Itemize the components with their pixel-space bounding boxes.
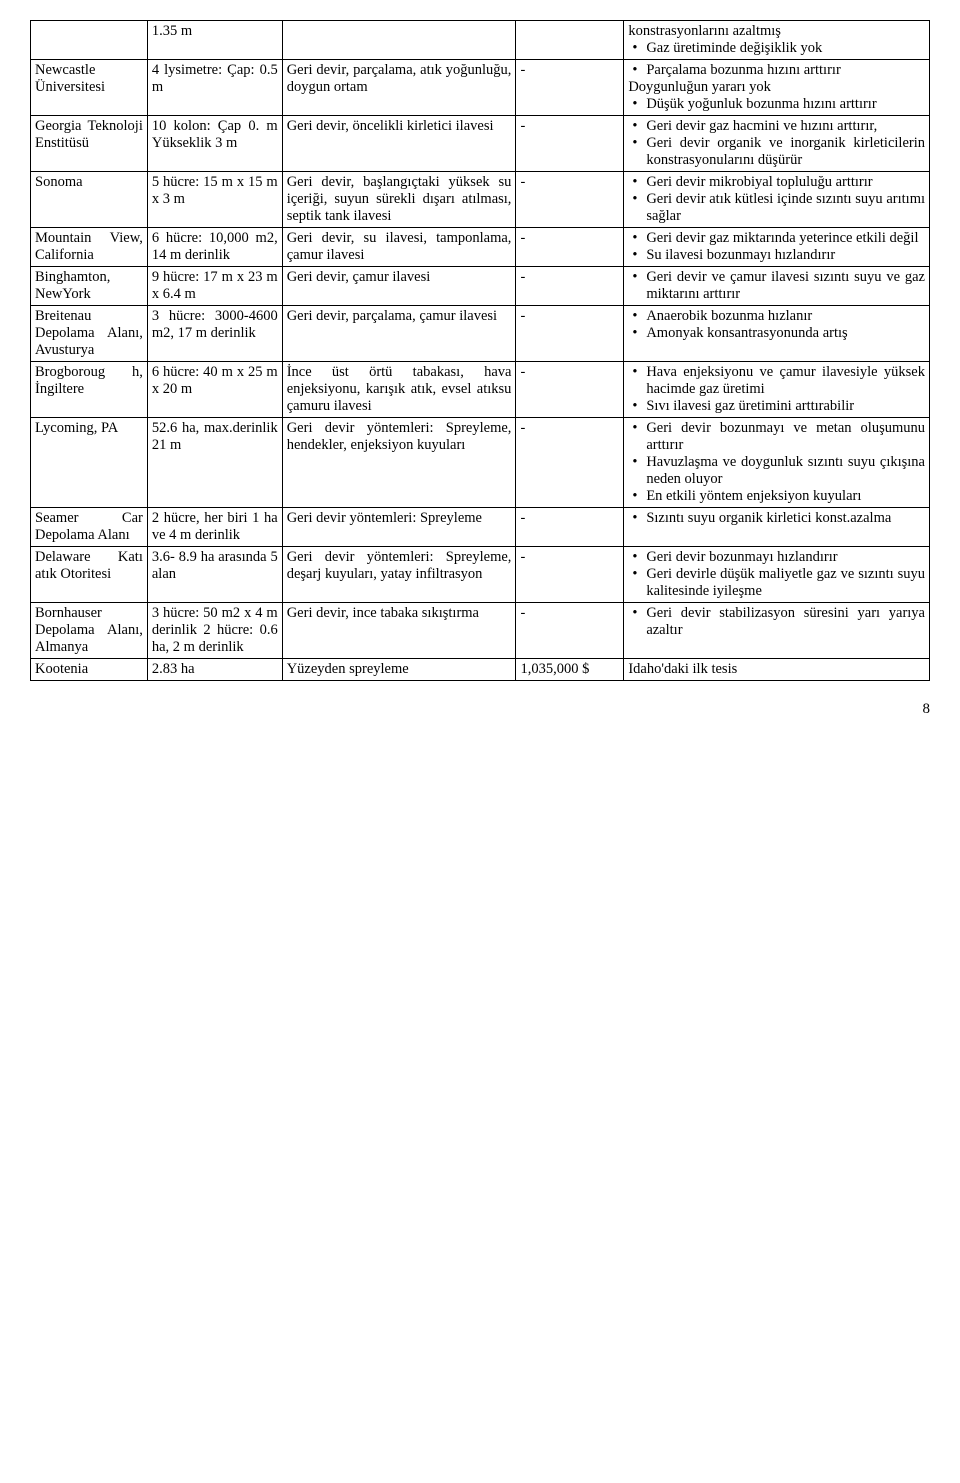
table-row: Delaware Katı atık Otoritesi3.6- 8.9 ha … <box>31 547 930 603</box>
table-cell: Anaerobik bozunma hızlanırAmonyak konsan… <box>624 306 930 362</box>
table-row: Mountain View, California6 hücre: 10,000… <box>31 228 930 267</box>
table-cell: - <box>516 172 624 228</box>
table-cell: Geri devir yöntemleri: Spreyleme, hendek… <box>282 418 516 508</box>
table-cell: Geri devir, çamur ilavesi <box>282 267 516 306</box>
table-cell: Seamer Car Depolama Alanı <box>31 508 148 547</box>
table-row: Breitenau Depolama Alanı, Avusturya3 hüc… <box>31 306 930 362</box>
table-row: Brogboroug h, İngiltere6 hücre: 40 m x 2… <box>31 362 930 418</box>
table-cell: - <box>516 508 624 547</box>
table-cell: - <box>516 116 624 172</box>
table-cell: Geri devir gaz hacmini ve hızını arttırı… <box>624 116 930 172</box>
table-cell: Geri devir, parçalama, çamur ilavesi <box>282 306 516 362</box>
table-row: Binghamton, NewYork9 hücre: 17 m x 23 m … <box>31 267 930 306</box>
table-row: Georgia Teknoloji Enstitüsü10 kolon: Çap… <box>31 116 930 172</box>
table-cell: Geri devir mikrobiyal topluluğu arttırır… <box>624 172 930 228</box>
table-cell: Geri devir stabilizasyon süresini yarı y… <box>624 603 930 659</box>
table-cell: Geri devir yöntemleri: Spreyleme <box>282 508 516 547</box>
table-cell: Geri devir yöntemleri: Spreyleme, deşarj… <box>282 547 516 603</box>
table-row: Sonoma5 hücre: 15 m x 15 m x 3 mGeri dev… <box>31 172 930 228</box>
table-cell: - <box>516 228 624 267</box>
table-cell: Geri devir, ince tabaka sıkıştırma <box>282 603 516 659</box>
table-cell: 3 hücre: 50 m2 x 4 m derinlik 2 hücre: 0… <box>147 603 282 659</box>
table-cell: Yüzeyden spreyleme <box>282 659 516 681</box>
table-cell: 4 lysimetre: Çap: 0.5 m <box>147 60 282 116</box>
table-cell: 2 hücre, her biri 1 ha ve 4 m derinlik <box>147 508 282 547</box>
table-cell: 9 hücre: 17 m x 23 m x 6.4 m <box>147 267 282 306</box>
table-cell: Newcastle Üniversitesi <box>31 60 148 116</box>
table-row: 1.35 m konstrasyonlarını azaltmışGaz üret… <box>31 21 930 60</box>
table-cell <box>282 21 516 60</box>
table-row: Kootenia2.83 haYüzeyden spreyleme1,035,0… <box>31 659 930 681</box>
table-cell: Geri devir bozunmayı hızlandırırGeri dev… <box>624 547 930 603</box>
table-cell: - <box>516 547 624 603</box>
table-row: Bornhauser Depolama Alanı, Almanya3 hücr… <box>31 603 930 659</box>
table-cell: Parçalama bozunma hızını arttırırDoygunl… <box>624 60 930 116</box>
table-cell: Lycoming, PA <box>31 418 148 508</box>
table-row: Lycoming, PA52.6 ha, max.derinlik 21 mGe… <box>31 418 930 508</box>
page-number: 8 <box>30 701 930 718</box>
table-cell: 1,035,000 $ <box>516 659 624 681</box>
table-cell: Idaho'daki ilk tesis <box>624 659 930 681</box>
table-cell: konstrasyonlarını azaltmışGaz üretiminde… <box>624 21 930 60</box>
table-cell: 52.6 ha, max.derinlik 21 m <box>147 418 282 508</box>
table-cell: - <box>516 603 624 659</box>
table-cell: Breitenau Depolama Alanı, Avusturya <box>31 306 148 362</box>
table-cell: 6 hücre: 10,000 m2, 14 m derinlik <box>147 228 282 267</box>
table-cell: Georgia Teknoloji Enstitüsü <box>31 116 148 172</box>
table-cell: Geri devir, su ilavesi, tamponlama, çamu… <box>282 228 516 267</box>
table-cell: - <box>516 418 624 508</box>
table-cell: - <box>516 306 624 362</box>
table-cell: Geri devir, başlangıçtaki yüksek su içer… <box>282 172 516 228</box>
table-cell: 5 hücre: 15 m x 15 m x 3 m <box>147 172 282 228</box>
table-cell: - <box>516 362 624 418</box>
table-cell: Brogboroug h, İngiltere <box>31 362 148 418</box>
table-cell: Geri devir bozunmayı ve metan oluşumunu … <box>624 418 930 508</box>
table-cell: Geri devir, parçalama, atık yoğunluğu, d… <box>282 60 516 116</box>
table-cell: 2.83 ha <box>147 659 282 681</box>
table-cell: 1.35 m <box>147 21 282 60</box>
table-cell: - <box>516 267 624 306</box>
data-table: 1.35 m konstrasyonlarını azaltmışGaz üret… <box>30 20 930 681</box>
table-cell <box>516 21 624 60</box>
table-cell: Hava enjeksiyonu ve çamur ilavesiyle yük… <box>624 362 930 418</box>
table-cell: 10 kolon: Çap 0. m Yükseklik 3 m <box>147 116 282 172</box>
table-cell: Kootenia <box>31 659 148 681</box>
table-cell: Mountain View, California <box>31 228 148 267</box>
table-cell: Bornhauser Depolama Alanı, Almanya <box>31 603 148 659</box>
table-cell: İnce üst örtü tabakası, hava enjeksiyonu… <box>282 362 516 418</box>
table-cell: Geri devir ve çamur ilavesi sızıntı suyu… <box>624 267 930 306</box>
table-cell: 3.6- 8.9 ha arasında 5 alan <box>147 547 282 603</box>
table-cell: - <box>516 60 624 116</box>
table-cell: Geri devir, öncelikli kirletici ilavesi <box>282 116 516 172</box>
table-row: Newcastle Üniversitesi4 lysimetre: Çap: … <box>31 60 930 116</box>
table-cell: Binghamton, NewYork <box>31 267 148 306</box>
table-cell: Sonoma <box>31 172 148 228</box>
table-cell: Sızıntı suyu organik kirletici konst.aza… <box>624 508 930 547</box>
table-cell: 3 hücre: 3000-4600 m2, 17 m derinlik <box>147 306 282 362</box>
table-cell: Geri devir gaz miktarında yeterince etki… <box>624 228 930 267</box>
table-row: Seamer Car Depolama Alanı2 hücre, her bi… <box>31 508 930 547</box>
table-cell: 6 hücre: 40 m x 25 m x 20 m <box>147 362 282 418</box>
table-cell <box>31 21 148 60</box>
table-cell: Delaware Katı atık Otoritesi <box>31 547 148 603</box>
